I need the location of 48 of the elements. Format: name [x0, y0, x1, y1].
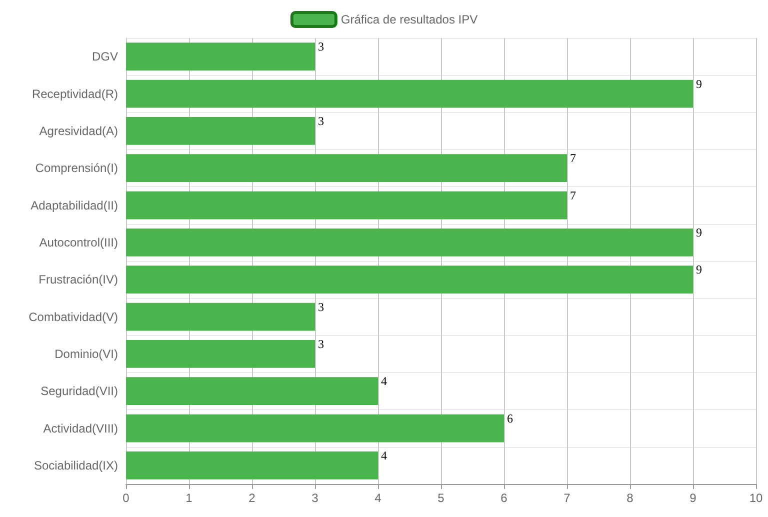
bar: [126, 302, 315, 331]
y-tick-label: Autocontrol(III): [39, 235, 118, 250]
bar: [126, 116, 315, 145]
data-label: 3: [318, 336, 324, 351]
x-tick-label: 3: [312, 491, 319, 505]
x-tick-label: 0: [122, 491, 130, 505]
bar: [126, 42, 315, 71]
bar: [126, 191, 567, 220]
data-label: 4: [381, 374, 387, 388]
y-tick-label: Sociabilidad(IX): [34, 458, 118, 472]
x-tick-label: 10: [749, 491, 763, 505]
y-tick-label: Combatividad(V): [28, 310, 118, 324]
bar: [126, 266, 693, 294]
data-label: 9: [696, 225, 702, 240]
legend-label: Gráfica de resultados IPV: [340, 12, 478, 26]
x-tick-label: 5: [438, 491, 445, 505]
x-tick-label: 8: [626, 491, 634, 505]
bar: [126, 414, 504, 442]
x-tick-label: 6: [500, 491, 508, 505]
bar: [126, 154, 567, 182]
bar: [126, 340, 315, 368]
x-tick-label: 4: [374, 491, 382, 505]
y-tick-label: Frustración(IV): [38, 272, 118, 287]
y-tick-label: Comprensión(I): [35, 161, 118, 176]
data-label: 7: [570, 151, 576, 166]
y-tick-label: Seguridad(VII): [40, 384, 118, 398]
x-tick-label: 2: [248, 491, 256, 505]
x-tick-label: 7: [564, 491, 571, 505]
data-label: 9: [696, 262, 702, 277]
y-tick-label: Actividad(VIII): [43, 421, 118, 436]
bar: [126, 80, 693, 108]
y-tick-label: DGV: [92, 50, 118, 64]
data-label: 9: [696, 76, 702, 91]
data-label: 6: [507, 411, 513, 426]
y-tick-label: Dominio(VI): [54, 346, 118, 361]
data-label: 3: [318, 114, 324, 128]
y-tick-label: Adaptabilidad(II): [30, 198, 118, 212]
data-label: 3: [318, 300, 324, 314]
x-tick-label: 9: [690, 491, 697, 505]
data-label: 7: [570, 188, 576, 202]
y-tick-label: Agresividad(A): [39, 124, 118, 138]
bar: [126, 377, 378, 406]
data-label: 4: [381, 448, 387, 462]
y-tick-label: Receptividad(R): [32, 86, 118, 101]
bar: [126, 451, 378, 480]
data-label: 3: [318, 40, 324, 54]
x-tick-label: 1: [186, 491, 193, 505]
bar: [126, 228, 693, 256]
